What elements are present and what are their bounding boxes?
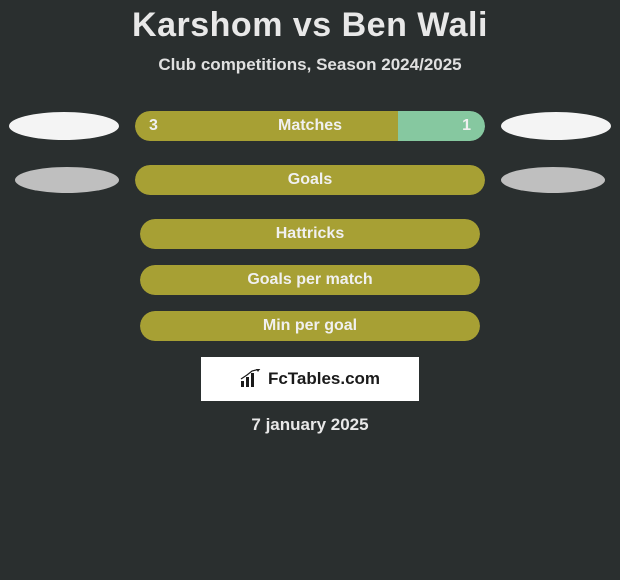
stat-bar-matches: 3 Matches 1: [135, 111, 485, 141]
logo-text: FcTables.com: [268, 369, 380, 389]
player1-badge: [15, 167, 119, 193]
player2-badge: [501, 112, 611, 140]
stat-row-min-per-goal: Min per goal: [0, 311, 620, 341]
stat-row-goals-per-match: Goals per match: [0, 265, 620, 295]
stat-bar-hattricks: Hattricks: [140, 219, 480, 249]
stat-row-hattricks: Hattricks: [0, 219, 620, 249]
stat-bar-goals: Goals: [135, 165, 485, 195]
stat-bar-goals-per-match: Goals per match: [140, 265, 480, 295]
page-title: Karshom vs Ben Wali: [0, 6, 620, 45]
subtitle: Club competitions, Season 2024/2025: [0, 55, 620, 75]
chart-icon: [240, 369, 262, 389]
stat-label: Hattricks: [140, 219, 480, 249]
stat-row-goals: Goals: [0, 165, 620, 195]
stat-label: Min per goal: [140, 311, 480, 341]
date-label: 7 january 2025: [0, 415, 620, 435]
stat-value-player2: 1: [462, 111, 471, 141]
comparison-card: Karshom vs Ben Wali Club competitions, S…: [0, 0, 620, 435]
player1-badge: [9, 112, 119, 140]
stat-label: Matches: [135, 111, 485, 141]
stat-label: Goals per match: [140, 265, 480, 295]
stat-row-matches: 3 Matches 1: [0, 111, 620, 141]
watermark: FcTables.com: [0, 357, 620, 401]
player2-badge: [501, 167, 605, 193]
stat-label: Goals: [135, 165, 485, 195]
logo: FcTables.com: [201, 357, 419, 401]
stat-bar-min-per-goal: Min per goal: [140, 311, 480, 341]
